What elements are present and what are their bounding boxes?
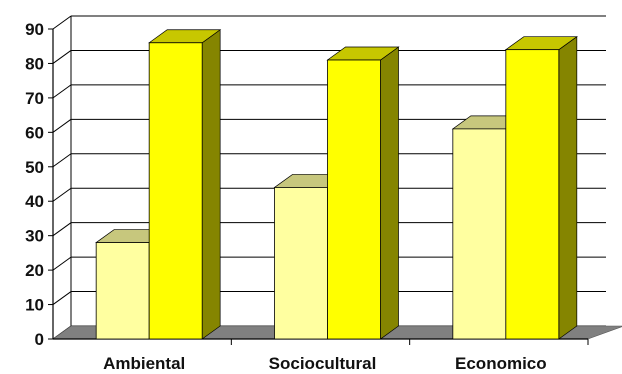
y-tick-label: 40 <box>25 192 44 211</box>
y-tick-label: 20 <box>25 261 44 280</box>
bar-side <box>201 29 221 340</box>
y-tick-label: 50 <box>25 158 44 177</box>
gridline-side <box>52 187 72 202</box>
bar <box>504 35 578 340</box>
gridline-side <box>52 15 72 30</box>
y-tick-label: 70 <box>25 89 44 108</box>
x-category-label: Sociocultural <box>269 354 377 373</box>
axis-labels: 0 10 20 30 40 50 60 70 80 90 Ambiental Sociocultura… <box>25 20 547 373</box>
bar-front <box>505 49 560 340</box>
gridline-side <box>52 118 72 133</box>
bar <box>148 29 222 340</box>
gridline-side <box>52 291 72 305</box>
x-category-label: Ambiental <box>103 354 185 373</box>
x-category-label: Economico <box>455 354 547 373</box>
bar-side <box>380 46 399 340</box>
bar-front <box>95 242 150 340</box>
gridline-side <box>52 50 72 64</box>
bar-front <box>452 128 507 340</box>
y-tick-label: 60 <box>25 123 44 142</box>
gridline-side <box>52 153 72 168</box>
y-tick-label: 0 <box>35 330 44 349</box>
gridline-side <box>52 222 72 237</box>
gridline-side <box>52 84 72 99</box>
gridline-side <box>52 256 72 271</box>
y-tick-label: 30 <box>25 227 44 246</box>
y-tick-label: 10 <box>25 296 44 315</box>
bar <box>326 46 400 340</box>
y-tick-label: 80 <box>25 54 44 73</box>
bar-side <box>558 35 578 340</box>
y-tick-label: 90 <box>25 20 44 39</box>
bar-front <box>327 59 381 340</box>
bar-front <box>274 187 328 340</box>
bar-front <box>148 42 203 340</box>
bars <box>95 29 578 340</box>
